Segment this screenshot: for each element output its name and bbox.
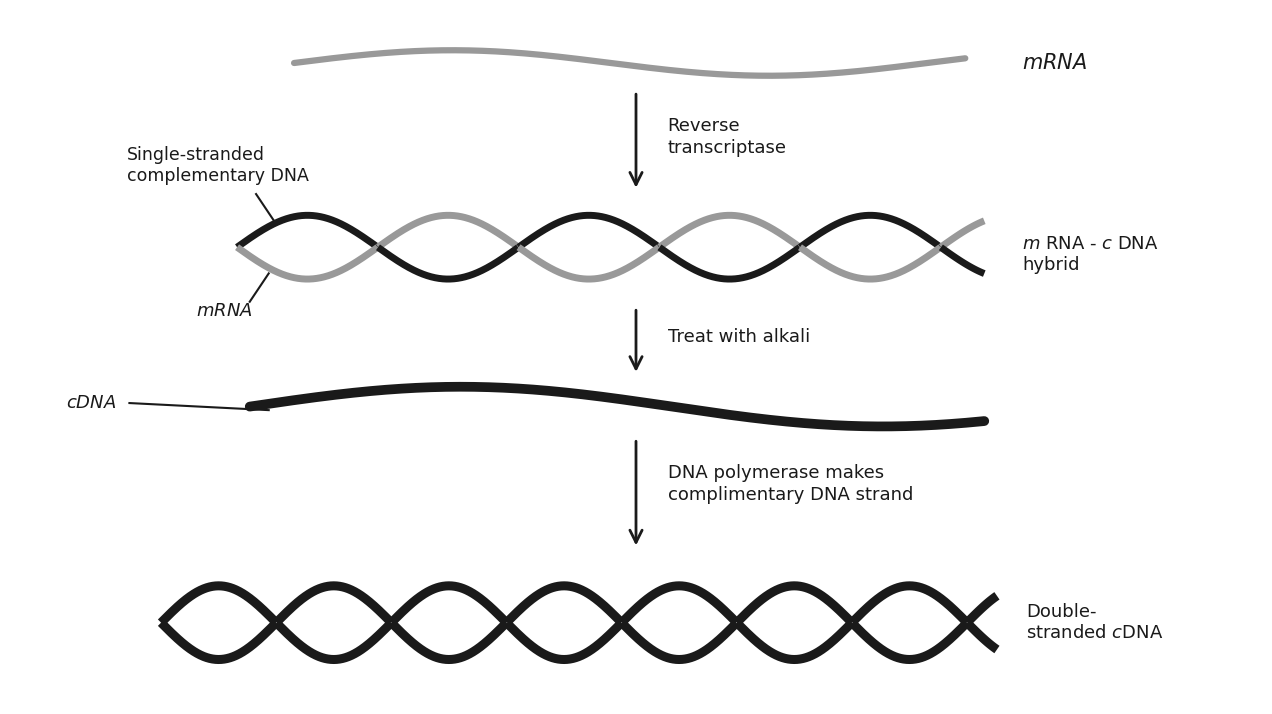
Text: $c$DNA: $c$DNA [66, 394, 117, 412]
Text: $m$RNA: $m$RNA [196, 302, 253, 320]
Text: complimentary DNA strand: complimentary DNA strand [668, 486, 913, 504]
Text: transcriptase: transcriptase [668, 139, 786, 157]
Text: $m$RNA: $m$RNA [1023, 53, 1088, 73]
Text: $m$ RNA - $c$ DNA
hybrid: $m$ RNA - $c$ DNA hybrid [1023, 235, 1159, 273]
Text: DNA polymerase makes: DNA polymerase makes [668, 464, 884, 482]
Text: Double-
stranded $c$DNA: Double- stranded $c$DNA [1027, 603, 1164, 642]
Text: Treat with alkali: Treat with alkali [668, 328, 810, 346]
Text: Reverse: Reverse [668, 117, 740, 135]
Text: Single-stranded
complementary DNA: Single-stranded complementary DNA [127, 146, 309, 185]
